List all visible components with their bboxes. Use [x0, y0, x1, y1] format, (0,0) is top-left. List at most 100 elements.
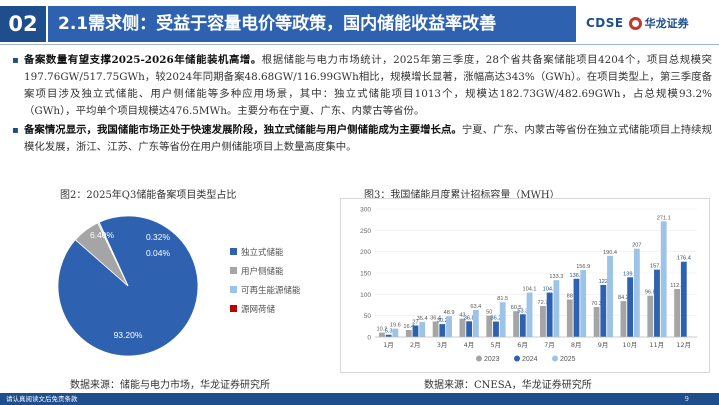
bar-2024-2: [439, 324, 446, 337]
bar-label-2023-3: 43: [459, 313, 465, 319]
bar-xtick-8: 9月: [598, 341, 609, 349]
bar-label-2023-6: 72.7: [537, 300, 548, 306]
bullet-1: 备案数量有望支撑2025-2026年储能装机高增。根据储能与电力市场统计，202…: [12, 52, 712, 120]
bullet-2-text: 宁夏、广东、内蒙古等省份在独立式储能项目上持续规模化发展，浙江、江苏、广东等省份…: [24, 124, 713, 153]
bar-label-2025-6: 133.3: [549, 274, 563, 280]
bar-2024-8: [600, 284, 607, 337]
bar-chart: 0 50 100 150 200 250 300 10.25.319.6 1月 16.42735.…: [360, 207, 697, 363]
bar-2025-5: [526, 292, 533, 337]
footer-disclaimer: 请认真阅读文后免责条款: [6, 395, 78, 403]
bar-2025-10: [660, 221, 667, 337]
pie-chart: 93.20% 6.40% 0.32% 0.04% 独立式储能用户侧储能可再生能源储能源网…: [57, 215, 301, 357]
bar-label-2023-5: 60.5: [511, 305, 522, 311]
bar-label-2023-10: 96.8: [645, 290, 656, 296]
fig3-source: 数据来源：CNESA，华龙证券研究所: [424, 380, 592, 391]
fig2-source: 数据来源：储能与电力市场，华龙证券研究所: [70, 380, 270, 391]
bar-label-2024-1: 27: [412, 319, 418, 325]
bar-label-2024-8: 122: [599, 279, 608, 285]
bar-2025-4: [499, 302, 506, 337]
pie-chart-container: 93.20% 6.40% 0.32% 0.04% 独立式储能 用户侧储能 可再生能源储能 源网…: [40, 198, 340, 368]
bar-2024-1: [412, 325, 419, 337]
page-number: 9: [684, 395, 689, 403]
bar-2023-6: [540, 305, 546, 337]
bar-label-2024-11: 176.4: [677, 256, 691, 262]
bar-xtick-1: 2月: [410, 341, 421, 349]
bar-label-2024-9: 139.9: [623, 271, 637, 277]
bar-label-2023-2: 36.4: [430, 315, 441, 321]
bar-label-2024-0: 5.3: [385, 329, 393, 335]
bar-2024-7: [573, 278, 580, 337]
bar-label-2025-5: 104.1: [523, 287, 537, 293]
pie-data-label-3: 0.04%: [146, 248, 171, 258]
bar-label-2024-3: 36.8: [464, 315, 475, 321]
pie-legend-label-2: 可再生能源储能: [241, 285, 301, 296]
fig2-title: 图2：2025年Q3储能备案项目类型占比: [60, 190, 237, 201]
bar-xtick-10: 11月: [649, 341, 664, 349]
bar-2025-2: [446, 316, 452, 337]
bar-2024-11: [680, 261, 687, 337]
bar-2024-3: [466, 321, 473, 337]
bar-ytick-0: 0: [367, 335, 371, 342]
bar-2025-1: [419, 321, 426, 337]
logo-text: CDSE: [586, 16, 624, 30]
bar-label-2025-10: 271.1: [657, 215, 671, 221]
bar-label-2023-4: 50: [486, 310, 492, 316]
bar-xtick-4: 5月: [490, 341, 501, 349]
bar-chart-container: 0 50 100 150 200 250 300 10.2 5.3 19.6 1月 16.4 27 35.…: [340, 198, 710, 373]
pie-data-label-1: 6.40%: [90, 230, 115, 240]
slide-title: 2.1需求侧：受益于容量电价等政策，国内储能收益率改善: [48, 6, 576, 42]
bar-2024-9: [627, 277, 634, 337]
header-divider: [0, 44, 719, 45]
section-number: 02: [0, 6, 46, 42]
bar-2024-4: [493, 321, 499, 337]
bullet-1-text: 根据储能与电力市场统计，2025年第三季度，28个省共备案储能项目4204个，项…: [24, 54, 713, 117]
bullet-2-lead: 备案情况显示，我国储能市场正处于快速发展阶段，独立式储能与用户侧储能成为主要增长…: [24, 124, 462, 136]
bar-label-2025-2: 48.9: [444, 310, 455, 316]
pie-legend-swatch-1: [230, 267, 237, 274]
bullet-1-lead: 备案数量有望支撑2025-2026年储能装机高增。: [24, 54, 262, 66]
bar-2023-7: [566, 299, 573, 337]
bar-2023-11: [674, 289, 681, 337]
bar-label-2025-0: 19.6: [390, 323, 401, 329]
bar-ytick-2: 100: [360, 292, 371, 299]
body-text: 备案数量有望支撑2025-2026年储能装机高增。根据储能与电力市场统计，202…: [12, 52, 712, 158]
bar-label-2024-5: 53.3: [517, 308, 528, 314]
bar-label-2025-8: 190.4: [603, 250, 617, 256]
bar-2023-1: [405, 330, 412, 337]
bar-label-2023-0: 10.2: [376, 327, 387, 333]
bar-label-2025-3: 63.4: [470, 304, 481, 310]
bar-legend-swatch-0: [476, 355, 482, 362]
bar-2023-4: [486, 315, 493, 337]
bar-xtick-5: 6月: [517, 341, 528, 349]
bar-xtick-0: 1月: [383, 341, 394, 349]
pie-data-label-0: 93.20%: [114, 330, 143, 340]
bar-2023-3: [459, 318, 466, 337]
bar-ytick-5: 250: [360, 228, 371, 235]
bar-xtick-6: 7月: [544, 341, 555, 349]
bar-2023-5: [513, 311, 520, 337]
pie-legend-label-3: 源网荷储: [241, 304, 276, 315]
bar-label-2025-7: 156.9: [576, 264, 590, 270]
bar-legend-swatch-1: [514, 355, 520, 362]
bar-label-2024-7: 136.5: [569, 273, 583, 279]
bar-2025-7: [580, 270, 587, 337]
bar-2023-10: [647, 295, 654, 337]
slide-footer: 请认真阅读文后免责条款: [0, 393, 719, 405]
bar-ytick-3: 150: [360, 271, 371, 278]
bar-2023-2: [432, 321, 439, 337]
logo-icon: [628, 16, 642, 30]
bar-2024-5: [519, 314, 526, 337]
bar-label-2023-11: 112.5: [670, 283, 684, 289]
bar-2025-9: [633, 248, 640, 337]
bar-xtick-11: 12月: [676, 341, 691, 349]
bar-label-2023-7: 88: [567, 293, 573, 299]
bar-xtick-7: 8月: [571, 341, 582, 349]
bar-label-2023-9: 84.2: [618, 295, 629, 301]
bar-legend-label-1: 2024: [522, 356, 538, 363]
bar-2023-8: [593, 307, 600, 337]
bar-2025-8: [607, 255, 613, 337]
bar-2023-9: [620, 301, 627, 337]
bar-2023-0: [379, 332, 385, 337]
bar-2024-10: [654, 269, 660, 337]
pie-data-label-2: 0.32%: [146, 232, 171, 242]
